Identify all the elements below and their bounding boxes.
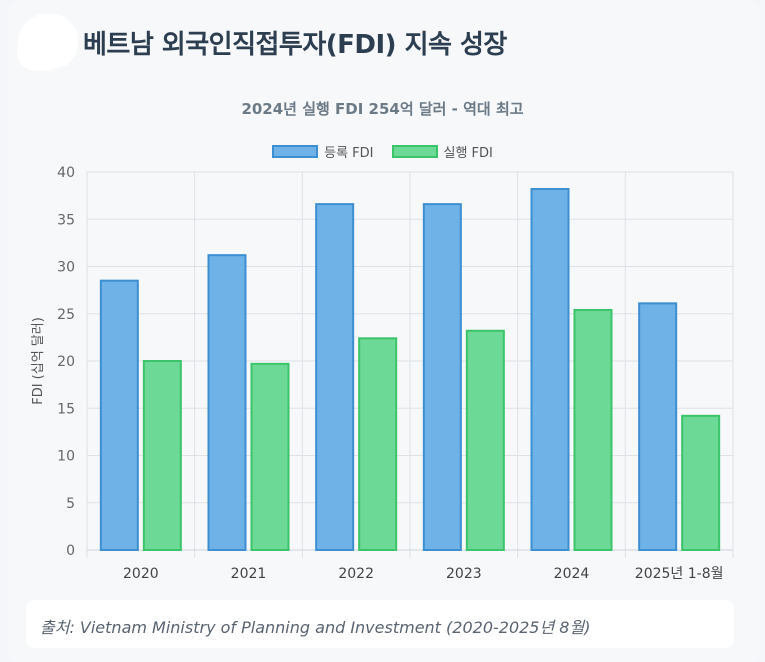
bar-executed — [142, 360, 182, 551]
bar-registered — [315, 203, 355, 551]
y-tick-label: 20 — [57, 354, 75, 370]
chart-title: 2024년 실행 FDI 254억 달러 - 역대 최고 — [241, 100, 524, 118]
bar-executed — [681, 414, 721, 551]
legend-item-registered[interactable]: 등록 FDI — [272, 142, 374, 161]
source-text: 출처: Vietnam Ministry of Planning and Inv… — [40, 618, 591, 637]
y-tick-label: 15 — [57, 401, 75, 417]
y-tick-label: 5 — [66, 496, 75, 512]
bar-executed — [250, 362, 290, 551]
y-tick-label: 0 — [66, 543, 75, 559]
x-tick-label: 2021 — [231, 566, 267, 582]
x-tick-label: 2022 — [338, 566, 374, 582]
bar-registered — [530, 188, 570, 551]
y-tick-label: 25 — [57, 307, 75, 323]
legend-label-executed: 실행 FDI — [443, 146, 493, 161]
y-axis-label: FDI (십억 달러) — [31, 317, 46, 405]
chart-legend: 등록 FDI 실행 FDI — [0, 142, 765, 161]
x-tick-label: 2025년 1-8월 — [635, 566, 724, 582]
bar-registered — [638, 302, 678, 552]
source-box: 출처: Vietnam Ministry of Planning and Inv… — [26, 600, 734, 648]
legend-item-executed[interactable]: 실행 FDI — [391, 142, 493, 161]
legend-swatch-executed — [391, 145, 438, 158]
legend-label-registered: 등록 FDI — [324, 146, 374, 161]
x-tick-label: 2020 — [123, 566, 159, 582]
bar-registered — [207, 254, 247, 551]
page-title: 베트남 외국인직접투자(FDI) 지속 성장 — [83, 30, 507, 60]
logo — [18, 14, 74, 66]
y-tick-label: 30 — [57, 260, 75, 276]
bar-chart: 0 5 10 15 20 25 30 35 40 2020 2021 2022 2023 2024 2025… — [31, 165, 734, 582]
bar-registered — [99, 279, 139, 551]
y-tick-label: 10 — [57, 449, 75, 465]
y-tick-label: 35 — [57, 212, 75, 228]
bar-executed — [573, 308, 613, 551]
x-tick-label: 2023 — [446, 566, 482, 582]
y-tick-label: 40 — [57, 165, 75, 181]
x-tick-label: 2024 — [554, 566, 590, 582]
bar-registered — [422, 203, 462, 551]
bar-executed — [465, 329, 505, 552]
legend-swatch-registered — [272, 145, 319, 158]
bar-executed — [358, 337, 398, 551]
